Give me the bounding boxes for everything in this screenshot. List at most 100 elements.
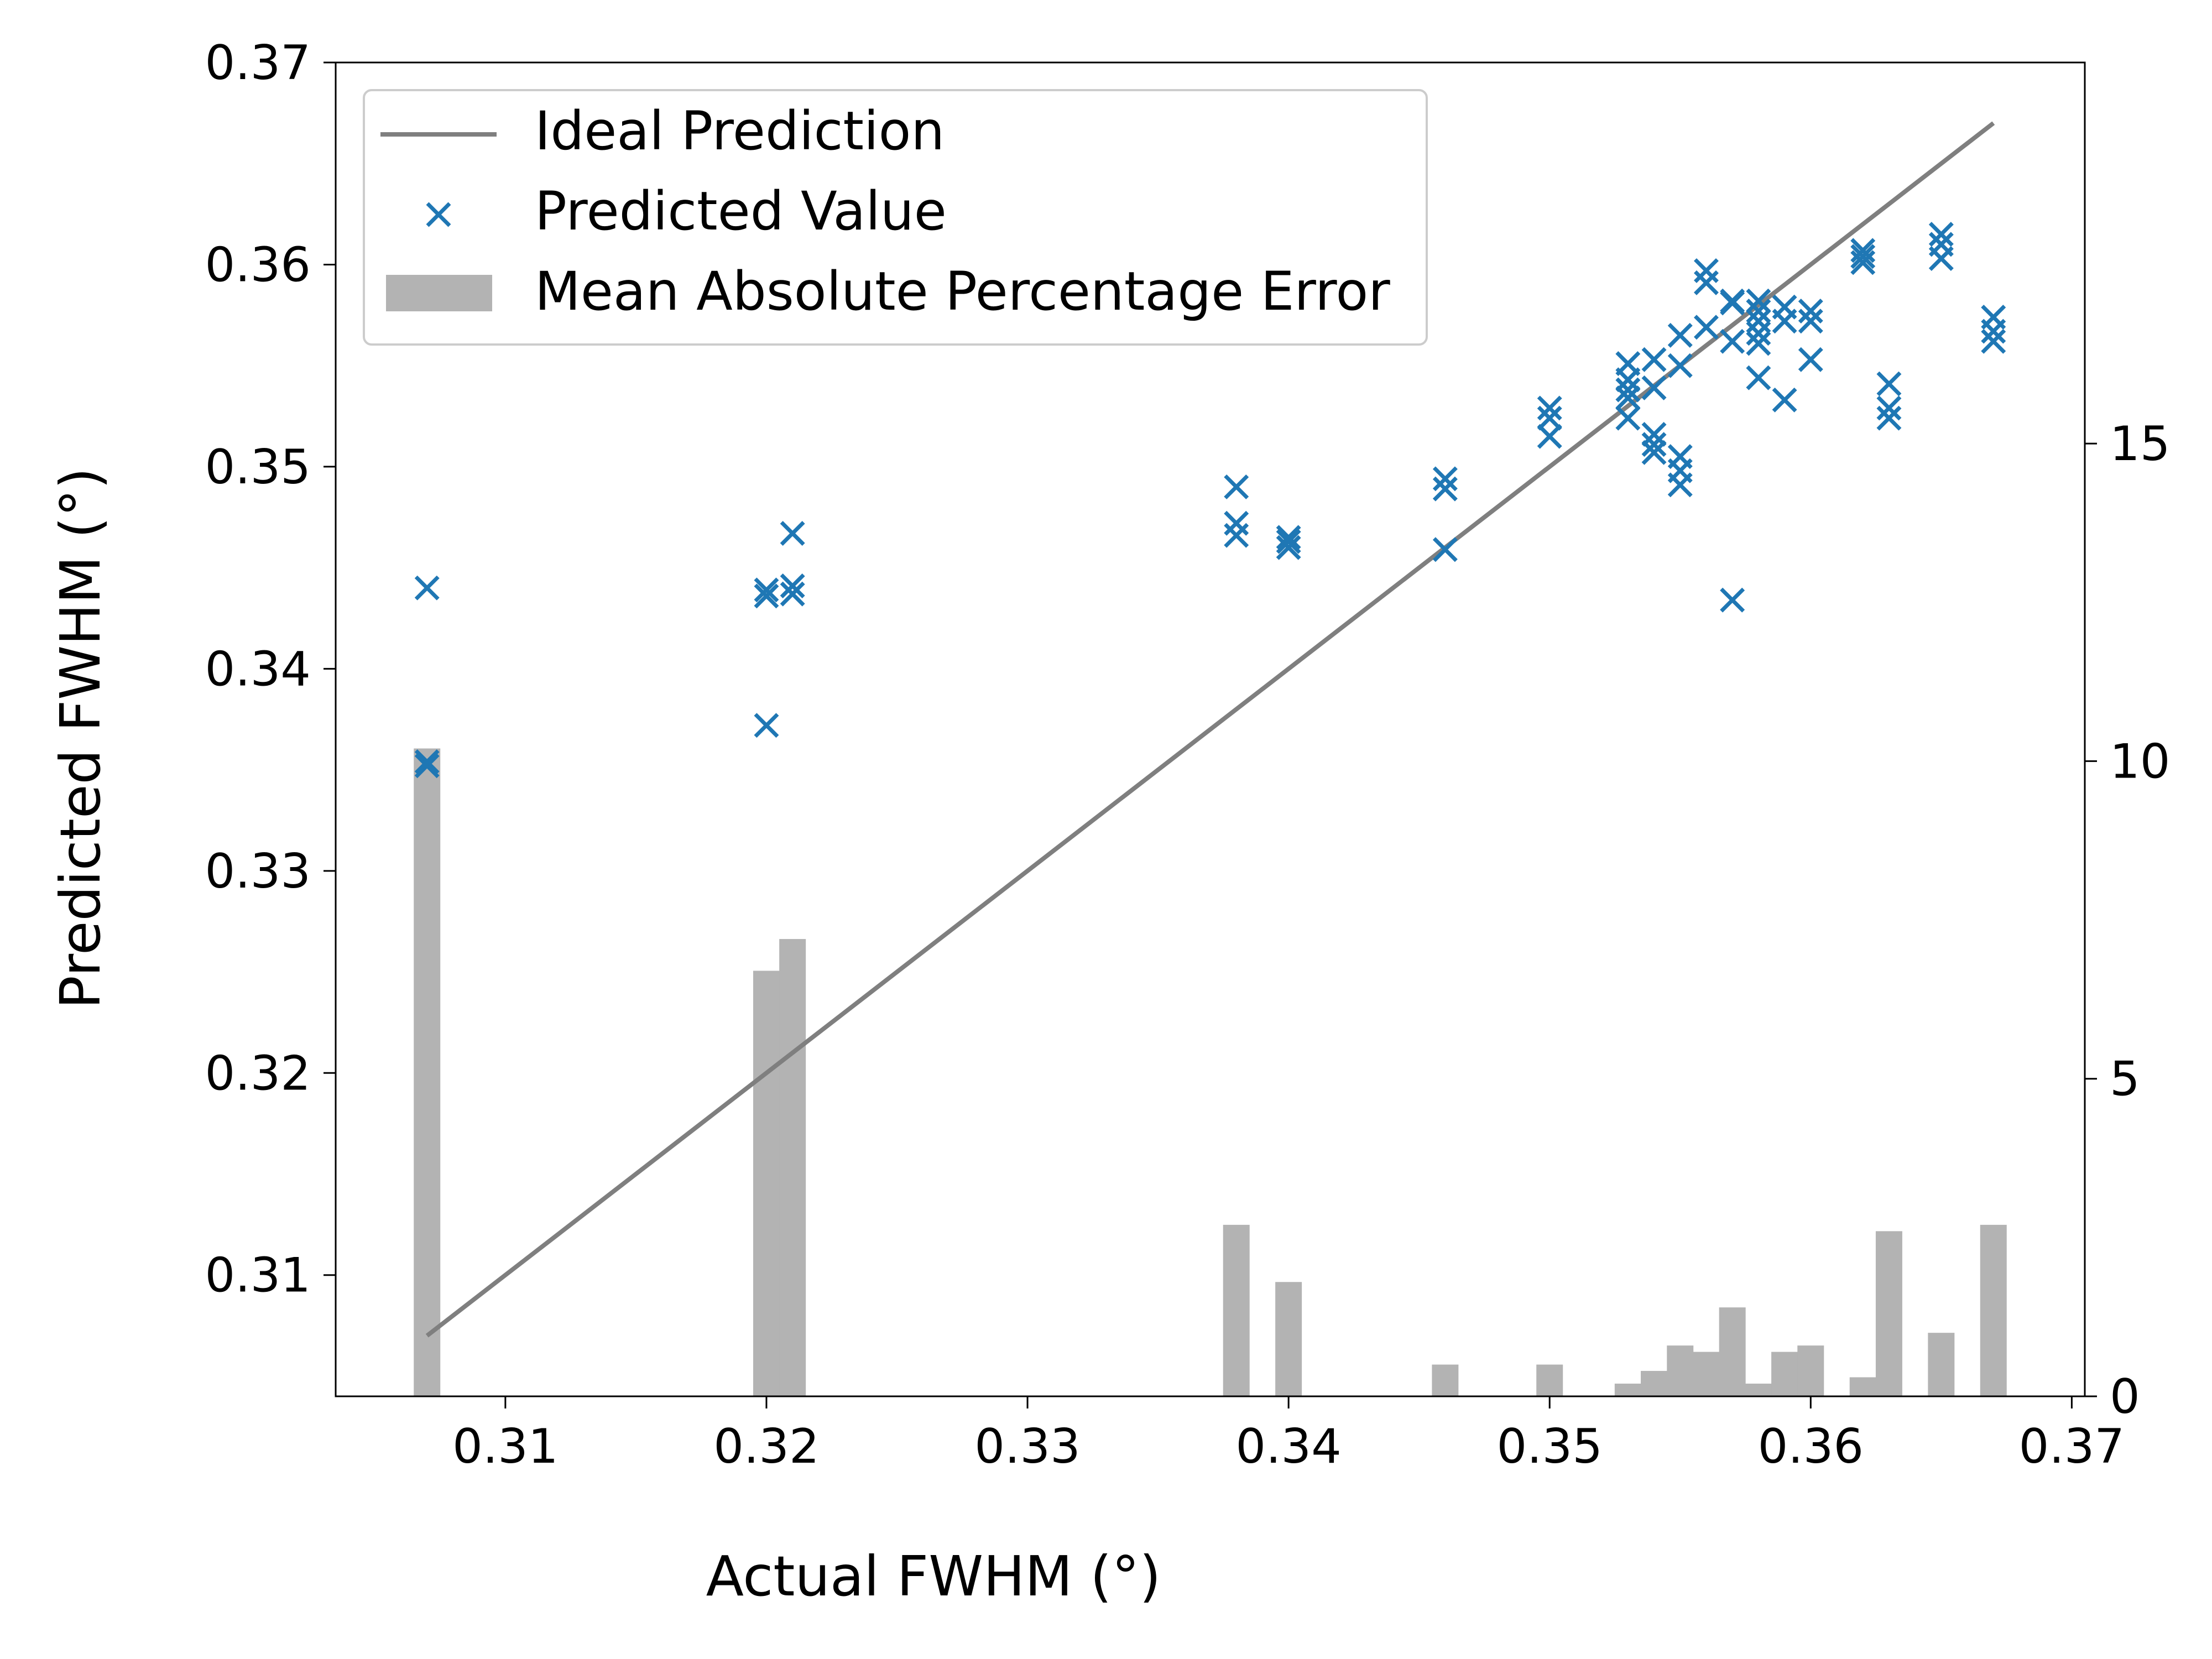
predicted-point [1641, 421, 1667, 447]
predicted-point [780, 573, 805, 599]
error-bar [1693, 1352, 1720, 1396]
predicted-point [1641, 347, 1667, 372]
secondary-y-tick-label: 0 [2110, 1369, 2140, 1425]
y-axis: 0.31 0.32 0.33 0.34 0.35 0.36 0.37 [205, 35, 336, 1303]
predicted-point [1798, 309, 1823, 334]
legend-box [363, 89, 1428, 346]
predicted-point [1928, 246, 1954, 271]
predicted-point [1615, 377, 1641, 403]
predicted-point [1876, 371, 1902, 397]
error-bar [414, 748, 441, 1396]
error-bar [1928, 1333, 1955, 1396]
predicted-point [1720, 288, 1745, 314]
predicted-point [1667, 472, 1693, 498]
predicted-point [754, 713, 779, 738]
predicted-point [1432, 466, 1458, 492]
error-bars [414, 748, 2007, 1396]
predicted-point [1667, 322, 1693, 348]
predicted-point [1720, 587, 1745, 613]
secondary-y-tick-label: 5 [2110, 1052, 2140, 1107]
ideal-prediction-line-group [425, 121, 1995, 1338]
predicted-point [1641, 432, 1667, 457]
y-tick-label: 0.33 [205, 844, 311, 899]
predicted-point [754, 577, 779, 603]
error-bar [1797, 1345, 1824, 1396]
predicted-point [1615, 405, 1641, 431]
x-tick-label: 0.35 [1496, 1419, 1602, 1474]
ideal-prediction-line [425, 121, 1995, 1338]
y-tick-label: 0.34 [205, 641, 311, 697]
error-bar [1614, 1384, 1641, 1396]
predicted-point [1276, 535, 1301, 560]
predicted-point [780, 581, 805, 607]
predicted-point [1615, 385, 1641, 411]
y-tick-label: 0.35 [205, 440, 311, 495]
predicted-point [1746, 288, 1771, 314]
x-tick-label: 0.36 [1758, 1419, 1864, 1474]
x-tick-label: 0.32 [713, 1419, 819, 1474]
legend-label-predicted-value: Predicted Value [535, 180, 947, 242]
x-tick-label: 0.33 [974, 1419, 1080, 1474]
error-bar [1667, 1345, 1694, 1396]
x-axis: 0.31 0.32 0.33 0.34 0.35 0.36 0.37 [452, 1396, 2125, 1474]
predicted-point [1641, 440, 1667, 465]
predicted-point [1772, 309, 1797, 334]
predicted-point [1537, 424, 1562, 449]
legend-marker-swatch [426, 202, 451, 227]
secondary-y-tick-label: 15 [2110, 416, 2170, 472]
predicted-point [1224, 510, 1249, 536]
predicted-point [1276, 529, 1301, 554]
error-bar [1719, 1307, 1746, 1396]
plot-frame [335, 61, 2086, 1397]
predicted-point [1798, 299, 1823, 324]
predicted-point [1746, 331, 1771, 356]
predicted-point [1693, 258, 1719, 283]
predicted-point [1850, 250, 1876, 275]
predicted-point [1746, 299, 1771, 324]
predicted-point [1928, 222, 1954, 247]
predicted-point [1537, 405, 1562, 431]
legend-label-mean-absolute-percentage-error: Mean Absolute Percentage Error [535, 260, 1390, 322]
predicted-point [1720, 328, 1745, 354]
predicted-point [1876, 395, 1902, 421]
predicted-point [1876, 405, 1902, 431]
predicted-point [754, 583, 779, 609]
predicted-point [1641, 375, 1667, 400]
error-bar [779, 939, 806, 1396]
predicted-value-markers [414, 222, 2006, 779]
predicted-point [1615, 367, 1641, 393]
predicted-point [1667, 353, 1693, 378]
predicted-point [414, 753, 440, 779]
predicted-point [1981, 328, 2006, 354]
x-tick-label: 0.37 [2019, 1419, 2125, 1474]
predicted-point [1772, 387, 1797, 413]
predicted-point [1224, 523, 1249, 548]
error-bar [1432, 1364, 1459, 1396]
predicted-point [1746, 365, 1771, 390]
error-bar [1223, 1224, 1250, 1396]
predicted-point [1981, 319, 2006, 344]
legend-patch-swatch [386, 275, 492, 311]
error-bar [1536, 1364, 1563, 1396]
predicted-point [1537, 395, 1562, 421]
y-axis-label: Predicted FWHM (°) [48, 468, 113, 1009]
error-bar [1771, 1352, 1798, 1396]
predicted-point [1850, 244, 1876, 269]
predicted-point [414, 749, 440, 774]
predicted-point [1746, 321, 1771, 346]
predicted-point [1432, 476, 1458, 502]
y-tick-label: 0.32 [205, 1046, 311, 1101]
y-tick-label: 0.36 [205, 237, 311, 293]
secondary-y-axis: 0 5 10 15 [2085, 416, 2170, 1425]
predicted-point [1798, 347, 1823, 372]
y-tick-label: 0.37 [205, 35, 311, 91]
legend: Ideal Prediction Predicted Value Mean Ab… [363, 89, 1428, 346]
predicted-point [1276, 525, 1301, 550]
error-bar [1275, 1282, 1302, 1396]
error-bar [1745, 1384, 1772, 1396]
predicted-point [1224, 474, 1249, 499]
error-bar [1980, 1224, 2007, 1396]
secondary-y-tick-label: 10 [2110, 734, 2170, 789]
predicted-point [1693, 315, 1719, 340]
